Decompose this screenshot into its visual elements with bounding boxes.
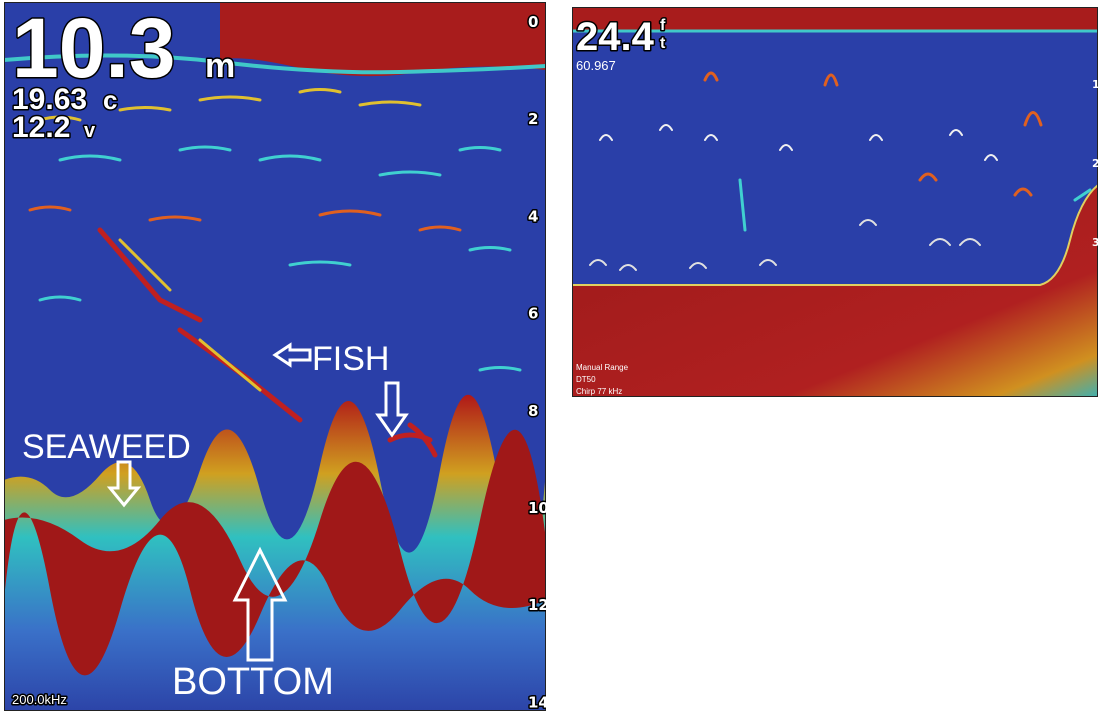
seabed [4, 394, 546, 711]
depth-scale-label: 10 [528, 499, 549, 517]
seabed [572, 185, 1098, 397]
bottom-label: BOTTOM [172, 661, 334, 703]
depth-scale-label: 1 [1092, 78, 1100, 91]
seaweed-arrow [106, 460, 142, 508]
depth-scale-label: 3 [1092, 236, 1100, 249]
depth-scale-label: 14 [528, 693, 549, 711]
surface-edge [4, 53, 546, 75]
voltage-unit: v [84, 120, 96, 142]
frequency: 200.0kHz [12, 692, 67, 707]
echoes [28, 88, 522, 458]
range-mode: Manual Range [576, 363, 629, 372]
voltage-readout: 12.2 [12, 111, 70, 144]
left-depth-scale: 0 2 4 6 8 10 12 14 [527, 12, 549, 711]
depth-unit-bottom: t [660, 35, 666, 52]
depth-scale-label: 6 [528, 305, 538, 323]
bottom-band [4, 429, 546, 676]
temperature-unit: c [103, 85, 117, 115]
depth-unit: m [205, 47, 235, 85]
depth-scale-label: 2 [1092, 157, 1100, 170]
temperature-readout: 19.63 [12, 83, 87, 116]
left-sonar-panel: 10.3 m 19.63 c 12.2 v FISH SEAWEED BOTTO… [4, 1, 549, 711]
right-sonar-panel: 24.4 f t 60.967 Manual Range DT50 Chirp … [572, 7, 1100, 397]
fish-arrow-left [272, 342, 312, 368]
right-depth-scale: 1 2 3 [1092, 78, 1100, 249]
surface-clutter [572, 7, 1098, 31]
seabed-edge [572, 184, 1098, 286]
depth-scale-label: 8 [528, 402, 538, 420]
frequency: Chirp 77 kHz [576, 387, 622, 396]
surface-clutter [4, 2, 546, 77]
depth-scale-label: 4 [528, 207, 538, 225]
transducer: DT50 [576, 375, 596, 384]
fish-arches [589, 71, 1092, 271]
fish-arrow-down [375, 381, 409, 438]
depth-readout: 10.3 [12, 1, 176, 95]
bottom-arrow [232, 546, 288, 662]
depth-scale-label: 0 [528, 13, 538, 31]
secondary-readout: 60.967 [576, 58, 616, 73]
seaweed-label: SEAWEED [22, 428, 191, 466]
depth-scale-label: 2 [528, 110, 538, 128]
fish-label: FISH [312, 340, 389, 378]
depth-unit-top: f [660, 17, 666, 34]
depth-scale-label: 12 [528, 596, 549, 614]
depth-readout: 24.4 [576, 15, 655, 59]
